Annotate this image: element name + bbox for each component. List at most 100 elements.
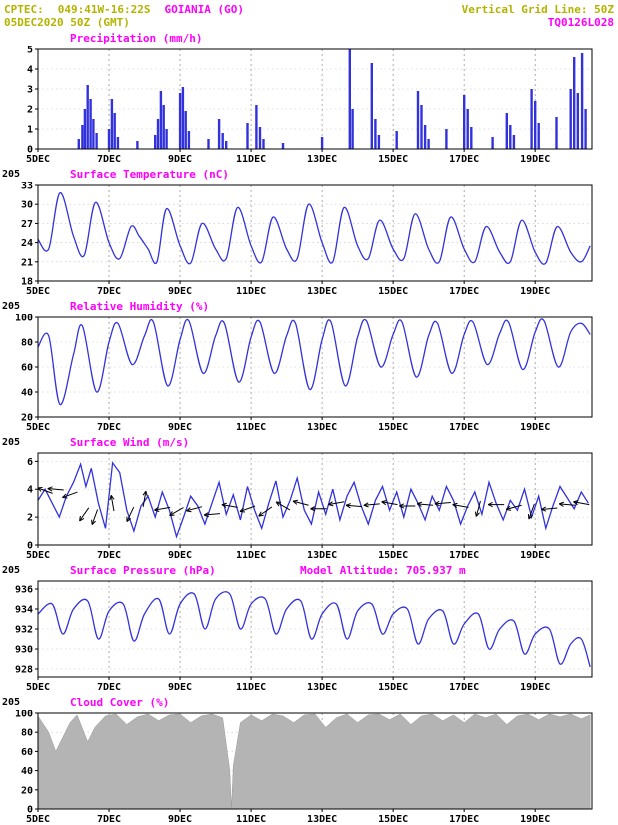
cloud-title: Cloud Cover (%) bbox=[70, 695, 169, 710]
svg-text:13DEC: 13DEC bbox=[307, 814, 337, 825]
svg-text:11DEC: 11DEC bbox=[236, 682, 266, 693]
station-label: GOIANIA (GO) bbox=[164, 3, 243, 16]
svg-text:17DEC: 17DEC bbox=[449, 422, 479, 433]
svg-text:21: 21 bbox=[21, 257, 33, 268]
svg-text:11DEC: 11DEC bbox=[236, 154, 266, 165]
svg-text:13DEC: 13DEC bbox=[307, 154, 337, 165]
svg-text:5DEC: 5DEC bbox=[26, 286, 50, 297]
axis-overflow-label: 205 bbox=[2, 695, 20, 710]
svg-text:15DEC: 15DEC bbox=[378, 286, 408, 297]
svg-text:17DEC: 17DEC bbox=[449, 814, 479, 825]
svg-text:20: 20 bbox=[21, 785, 33, 796]
model-altitude-label: Model Altitude: 705.937 m bbox=[300, 563, 466, 578]
page-header: CPTEC: 049:41W-16:22S GOIANIA (GO) Vertica… bbox=[0, 0, 618, 29]
svg-text:19DEC: 19DEC bbox=[520, 422, 550, 433]
svg-text:4: 4 bbox=[27, 65, 33, 76]
svg-text:5DEC: 5DEC bbox=[26, 422, 50, 433]
svg-text:27: 27 bbox=[21, 219, 33, 230]
svg-text:5DEC: 5DEC bbox=[26, 550, 50, 561]
svg-text:13DEC: 13DEC bbox=[307, 550, 337, 561]
svg-text:7DEC: 7DEC bbox=[97, 154, 121, 165]
axis-overflow-label: 205 bbox=[2, 299, 20, 314]
svg-text:17DEC: 17DEC bbox=[449, 550, 479, 561]
vertical-grid-note: Vertical Grid Line: 50Z bbox=[462, 3, 614, 16]
cloud-title-row: 205 Cloud Cover (%) bbox=[0, 695, 618, 710]
svg-text:40: 40 bbox=[21, 766, 33, 777]
svg-text:18: 18 bbox=[21, 277, 33, 288]
svg-text:60: 60 bbox=[21, 363, 33, 374]
svg-text:80: 80 bbox=[21, 728, 33, 739]
axis-overflow-label: 205 bbox=[2, 167, 20, 182]
humidity-title: Relative Humidity (%) bbox=[70, 299, 209, 314]
svg-text:7DEC: 7DEC bbox=[97, 550, 121, 561]
org-label: CPTEC: bbox=[4, 3, 44, 16]
svg-text:40: 40 bbox=[21, 388, 33, 399]
svg-text:932: 932 bbox=[15, 625, 33, 636]
svg-text:0: 0 bbox=[27, 145, 33, 156]
svg-text:19DEC: 19DEC bbox=[520, 550, 550, 561]
svg-text:15DEC: 15DEC bbox=[378, 550, 408, 561]
svg-text:2: 2 bbox=[27, 513, 33, 524]
svg-text:9DEC: 9DEC bbox=[168, 286, 192, 297]
svg-text:60: 60 bbox=[21, 747, 33, 758]
svg-text:6: 6 bbox=[27, 457, 33, 468]
svg-text:9DEC: 9DEC bbox=[168, 814, 192, 825]
axis-overflow-label: 205 bbox=[2, 435, 20, 450]
precipitation-title: Precipitation (mm/h) bbox=[70, 31, 202, 46]
svg-text:11DEC: 11DEC bbox=[236, 550, 266, 561]
svg-text:30: 30 bbox=[21, 200, 33, 211]
svg-text:9DEC: 9DEC bbox=[168, 682, 192, 693]
svg-text:9DEC: 9DEC bbox=[168, 550, 192, 561]
coordinates-label: 049:41W-16:22S bbox=[58, 3, 151, 16]
svg-text:13DEC: 13DEC bbox=[307, 286, 337, 297]
axis-overflow-label: 205 bbox=[2, 563, 20, 578]
svg-text:15DEC: 15DEC bbox=[378, 422, 408, 433]
svg-text:15DEC: 15DEC bbox=[378, 682, 408, 693]
svg-text:13DEC: 13DEC bbox=[307, 682, 337, 693]
svg-text:934: 934 bbox=[15, 605, 33, 616]
precipitation-title-row: Precipitation (mm/h) bbox=[0, 31, 618, 46]
svg-text:13DEC: 13DEC bbox=[307, 422, 337, 433]
svg-text:7DEC: 7DEC bbox=[97, 682, 121, 693]
svg-text:7DEC: 7DEC bbox=[97, 814, 121, 825]
svg-text:15DEC: 15DEC bbox=[378, 154, 408, 165]
svg-text:15DEC: 15DEC bbox=[378, 814, 408, 825]
svg-text:0: 0 bbox=[27, 541, 33, 552]
pressure-title-row: 205 Surface Pressure (hPa) Model Altitud… bbox=[0, 563, 618, 578]
svg-text:1: 1 bbox=[27, 125, 33, 136]
humidity-title-row: 205 Relative Humidity (%) bbox=[0, 299, 618, 314]
datetime-label: 05DEC2020 50Z (GMT) bbox=[4, 16, 130, 29]
svg-text:7DEC: 7DEC bbox=[97, 286, 121, 297]
svg-text:5DEC: 5DEC bbox=[26, 682, 50, 693]
svg-text:17DEC: 17DEC bbox=[449, 682, 479, 693]
svg-text:100: 100 bbox=[15, 314, 33, 324]
svg-text:24: 24 bbox=[21, 238, 33, 249]
wind-title-row: 205 Surface Wind (m/s) bbox=[0, 435, 618, 450]
svg-text:4: 4 bbox=[27, 485, 33, 496]
svg-text:5: 5 bbox=[27, 46, 33, 56]
svg-text:19DEC: 19DEC bbox=[520, 154, 550, 165]
header-left-1: CPTEC: 049:41W-16:22S GOIANIA (GO) bbox=[4, 3, 244, 16]
svg-text:19DEC: 19DEC bbox=[520, 682, 550, 693]
svg-text:11DEC: 11DEC bbox=[236, 422, 266, 433]
svg-text:930: 930 bbox=[15, 645, 33, 656]
svg-text:17DEC: 17DEC bbox=[449, 286, 479, 297]
svg-text:100: 100 bbox=[15, 710, 33, 720]
svg-text:11DEC: 11DEC bbox=[236, 286, 266, 297]
svg-text:5DEC: 5DEC bbox=[26, 814, 50, 825]
temperature-title-row: 205 Surface Temperature (nC) bbox=[0, 167, 618, 182]
svg-text:3: 3 bbox=[27, 85, 33, 96]
run-id-label: TQ0126L028 bbox=[548, 16, 614, 29]
header-line-2: 05DEC2020 50Z (GMT) TQ0126L028 bbox=[4, 16, 614, 29]
svg-text:17DEC: 17DEC bbox=[449, 154, 479, 165]
pressure-title: Surface Pressure (hPa) bbox=[70, 563, 216, 578]
svg-text:0: 0 bbox=[27, 805, 33, 816]
svg-text:936: 936 bbox=[15, 585, 33, 596]
svg-text:9DEC: 9DEC bbox=[168, 422, 192, 433]
temperature-title: Surface Temperature (nC) bbox=[70, 167, 229, 182]
